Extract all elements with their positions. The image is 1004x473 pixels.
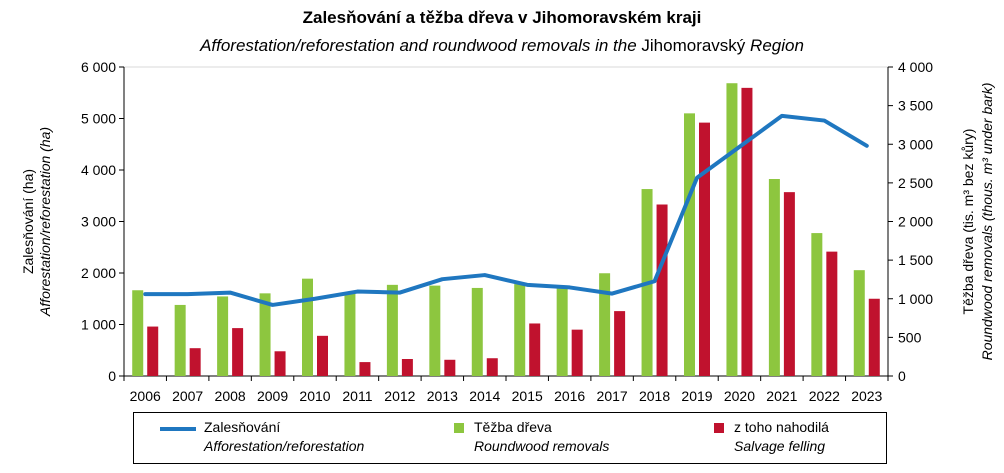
bar-salvage-2008	[232, 328, 244, 376]
bar-roundwood-2021	[768, 179, 780, 376]
legend-label-roundwood-en: Roundwood removals	[474, 438, 610, 454]
chart-title: Zalesňování a těžba dřeva v Jihomoravské…	[302, 8, 702, 27]
x-tick-label: 2019	[681, 388, 712, 404]
right-tick-label: 0	[898, 368, 906, 384]
bar-roundwood-2022	[811, 233, 823, 376]
bar-roundwood-2017	[599, 273, 611, 376]
bar-salvage-2018	[656, 204, 668, 376]
bar-salvage-2007	[189, 348, 201, 376]
legend-swatch-roundwood	[454, 423, 464, 433]
bar-salvage-2015	[529, 323, 541, 376]
legend-label-roundwood-cz: Těžba dřeva	[474, 419, 552, 435]
legend-item-roundwood: Těžba dřeva Roundwood removals	[474, 419, 609, 454]
bar-salvage-2010	[317, 335, 328, 376]
left-tick-label: 2 000	[81, 265, 116, 281]
x-tick-label: 2013	[427, 388, 458, 404]
bar-salvage-2013	[444, 359, 456, 376]
right-tick-label: 3 500	[898, 98, 933, 114]
x-tick-label: 2023	[851, 388, 882, 404]
x-tick-label: 2007	[172, 388, 203, 404]
bar-roundwood-2012	[386, 284, 398, 376]
chart-area: 0 1 000 2 000 3 000 4 000 5 000 6 000 0 500 1 000…	[20, 59, 995, 404]
bar-salvage-2020	[741, 87, 753, 377]
bar-roundwood-2013	[429, 285, 441, 376]
x-tick-label: 2010	[299, 388, 330, 404]
bar-salvage-2006	[147, 326, 159, 376]
bar-roundwood-2020	[726, 83, 738, 376]
bar-roundwood-2015	[514, 284, 526, 376]
x-tick-label: 2021	[766, 388, 797, 404]
bar-roundwood-2008	[217, 296, 229, 376]
right-tick-label: 1 000	[898, 291, 933, 307]
bar-roundwood-2009	[259, 293, 271, 376]
x-tick-label: 2015	[512, 388, 543, 404]
right-tick-label: 2 000	[898, 214, 933, 230]
legend-swatch-afforestation	[160, 427, 196, 431]
subtitle-italic-part-1: Afforestation/reforestation and roundwoo…	[200, 36, 637, 55]
x-tick-label: 2009	[257, 388, 288, 404]
legend-label-salvage-en: Salvage felling	[734, 438, 826, 454]
left-axis-title-cz: Zalesňování (ha)	[20, 169, 36, 274]
subtitle-plain-part: Jihomoravský	[641, 36, 746, 55]
right-axis-title-en: Roundwood removals (thous. m³ under bark…	[979, 83, 995, 361]
legend-label-salvage-cz: z toho nahodilá	[734, 419, 829, 435]
bar-salvage-2017	[614, 311, 626, 376]
right-tick-label: 500	[898, 329, 922, 345]
legend: Zalesňování Afforestation/reforestation …	[133, 412, 887, 464]
left-tick-label: 4 000	[81, 162, 116, 178]
right-tick-label: 4 000	[898, 59, 933, 75]
legend-item-salvage: z toho nahodilá Salvage felling	[734, 419, 829, 454]
bar-roundwood-2014	[471, 287, 483, 376]
subtitle-italic-part-2: Region	[750, 36, 804, 55]
legend-label-afforestation-en: Afforestation/reforestation	[204, 438, 365, 454]
bar-salvage-2012	[401, 359, 413, 376]
right-tick-label: 2 500	[898, 175, 933, 191]
bar-roundwood-2006	[132, 290, 144, 376]
right-tick-label: 1 500	[898, 252, 933, 268]
x-tick-label: 2014	[469, 388, 500, 404]
line-afforestation	[143, 113, 869, 307]
x-tick-label: 2022	[809, 388, 840, 404]
left-tick-label: 1 000	[81, 317, 116, 333]
legend-swatch-salvage	[714, 423, 724, 433]
bar-salvage-2021	[783, 192, 795, 376]
bar-roundwood-2010	[302, 278, 313, 376]
left-tick-label: 3 000	[81, 214, 116, 230]
bar-salvage-2019	[699, 122, 710, 377]
legend-label-afforestation-cz: Zalesňování	[204, 419, 281, 435]
x-tick-label: 2016	[554, 388, 585, 404]
bar-salvage-2011	[359, 362, 371, 376]
legend-item-afforestation: Zalesňování Afforestation/reforestation	[204, 419, 364, 454]
bar-salvage-2016	[571, 329, 583, 376]
bar-salvage-2009	[274, 351, 286, 376]
bar-salvage-2022	[826, 251, 838, 376]
x-tick-label: 2020	[724, 388, 755, 404]
bar-roundwood-2019	[684, 113, 695, 376]
chart-subtitle: Afforestation/reforestation and roundwoo…	[0, 36, 1004, 56]
right-axis-title-cz: Těžba dřeva (tis. m³ bez kůry)	[960, 129, 976, 315]
left-tick-label: 5 000	[81, 111, 116, 127]
bar-salvage-2014	[486, 358, 498, 376]
left-axis-title-en: Afforestation/reforestation (ha)	[37, 127, 53, 317]
bar-salvage-2023	[868, 298, 880, 376]
bar-roundwood-2023	[853, 270, 865, 376]
bar-roundwood-2007	[174, 304, 186, 376]
x-tick-label: 2012	[384, 388, 415, 404]
x-tick-label: 2011	[342, 388, 372, 404]
x-tick-label: 2006	[130, 388, 161, 404]
bar-roundwood-2016	[556, 287, 568, 376]
bar-roundwood-2011	[344, 292, 356, 376]
x-tick-label: 2018	[639, 388, 670, 404]
left-tick-label: 6 000	[81, 59, 116, 75]
left-tick-label: 0	[108, 368, 116, 384]
right-tick-label: 3 000	[898, 136, 933, 152]
x-tick-label: 2017	[597, 388, 628, 404]
x-tick-label: 2008	[215, 388, 246, 404]
